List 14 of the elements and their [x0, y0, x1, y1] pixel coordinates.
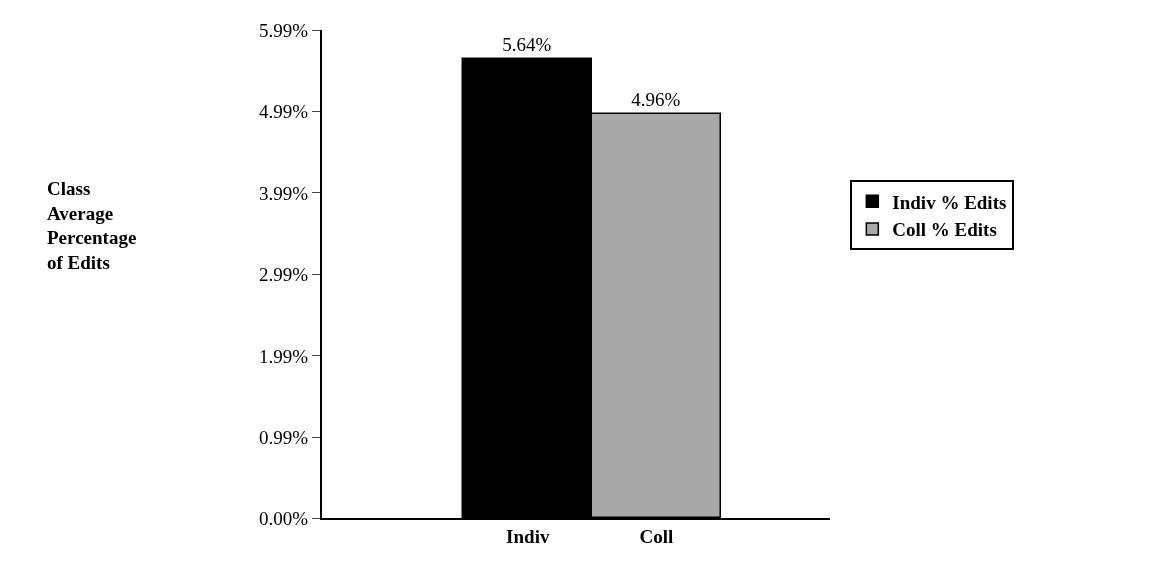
- y-tick-label: 3.99%: [259, 182, 309, 204]
- data-label: 4.96%: [631, 89, 681, 111]
- y-tick-label: 0.99%: [259, 427, 309, 448]
- y-tick-label: 5.99%: [259, 19, 309, 41]
- y-tick-label: 2.99%: [259, 264, 309, 286]
- data-label: 5.64%: [502, 34, 552, 56]
- legend-label: Indiv % Edits: [892, 191, 1007, 213]
- y-tick-label: 0.00%: [259, 507, 309, 529]
- x-tick-label: Coll: [639, 525, 674, 547]
- y-tick-label: 4.99%: [259, 101, 309, 123]
- y-tick-label: 1.99%: [259, 345, 309, 367]
- x-tick-label: Indiv: [506, 525, 550, 547]
- legend-label: Coll % Edits: [892, 219, 997, 241]
- text: Class Average Percentage of Edits: [47, 178, 137, 274]
